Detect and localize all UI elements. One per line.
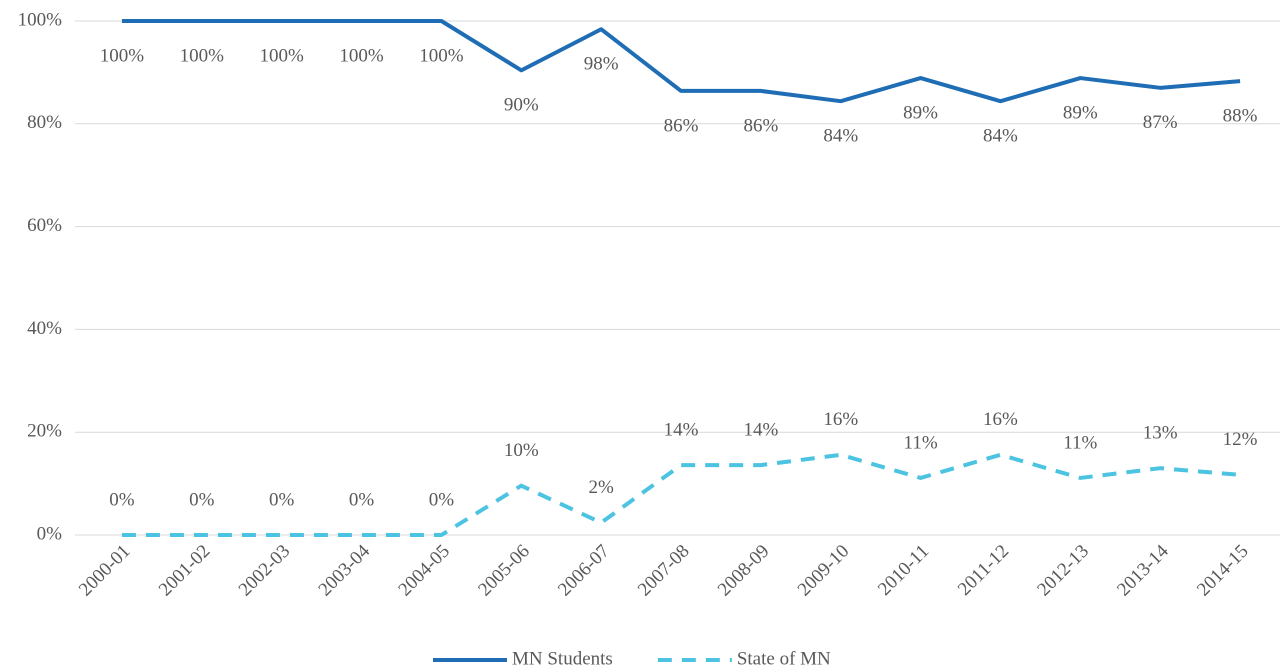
y-tick-label: 80% bbox=[27, 112, 62, 133]
data-label: 13% bbox=[1143, 423, 1178, 444]
x-tick-label: 2012-13 bbox=[1033, 541, 1093, 601]
x-tick-label: 2002-03 bbox=[235, 541, 295, 601]
legend-label: MN Students bbox=[512, 648, 613, 669]
data-label: 84% bbox=[983, 126, 1018, 147]
data-label: 84% bbox=[823, 126, 858, 147]
x-tick-label: 2006-07 bbox=[554, 541, 614, 601]
x-tick-label: 2014-15 bbox=[1193, 541, 1253, 601]
data-label: 87% bbox=[1143, 112, 1178, 133]
data-label: 14% bbox=[743, 419, 778, 440]
data-label: 98% bbox=[584, 54, 619, 75]
data-label: 100% bbox=[180, 45, 225, 66]
series-line bbox=[121, 19, 1241, 104]
data-label: 0% bbox=[269, 489, 295, 510]
x-tick-label: 2000-01 bbox=[75, 541, 135, 601]
x-tick-label: 2011-12 bbox=[954, 541, 1013, 600]
data-label: 10% bbox=[504, 440, 539, 461]
data-label: 88% bbox=[1223, 105, 1258, 126]
x-tick-label: 2003-04 bbox=[315, 540, 375, 600]
data-label: 14% bbox=[664, 419, 699, 440]
data-label: 0% bbox=[429, 489, 455, 510]
data-label: 2% bbox=[588, 477, 614, 498]
y-tick-label: 40% bbox=[27, 318, 62, 339]
x-tick-label: 2005-06 bbox=[474, 541, 534, 601]
data-label: 100% bbox=[100, 45, 145, 66]
x-tick-label: 2008-09 bbox=[714, 541, 774, 601]
x-tick-label: 2009-10 bbox=[794, 541, 854, 601]
data-label: 89% bbox=[1063, 102, 1098, 123]
legend-label: State of MN bbox=[737, 648, 831, 669]
x-tick-label: 2010-11 bbox=[874, 541, 933, 600]
data-label: 89% bbox=[903, 102, 938, 123]
data-label: 11% bbox=[1063, 432, 1097, 453]
data-label: 12% bbox=[1223, 429, 1258, 450]
data-label: 100% bbox=[419, 45, 464, 66]
data-label: 100% bbox=[339, 45, 384, 66]
x-tick-label: 2013-14 bbox=[1113, 540, 1173, 600]
data-label: 16% bbox=[823, 409, 858, 430]
x-tick-label: 2007-08 bbox=[634, 541, 694, 601]
y-tick-label: 0% bbox=[37, 523, 63, 544]
data-label: 0% bbox=[349, 489, 375, 510]
data-label: 90% bbox=[504, 95, 539, 116]
data-label: 0% bbox=[189, 489, 215, 510]
x-tick-label: 2001-02 bbox=[155, 541, 215, 601]
data-label: 0% bbox=[109, 489, 135, 510]
data-label: 86% bbox=[743, 115, 778, 136]
data-label: 100% bbox=[260, 45, 305, 66]
data-label: 16% bbox=[983, 409, 1018, 430]
data-label: 11% bbox=[904, 432, 938, 453]
data-label: 86% bbox=[664, 115, 699, 136]
y-tick-label: 60% bbox=[27, 215, 62, 236]
y-tick-label: 20% bbox=[27, 421, 62, 442]
y-tick-label: 100% bbox=[18, 9, 63, 30]
x-tick-label: 2004-05 bbox=[394, 541, 454, 601]
